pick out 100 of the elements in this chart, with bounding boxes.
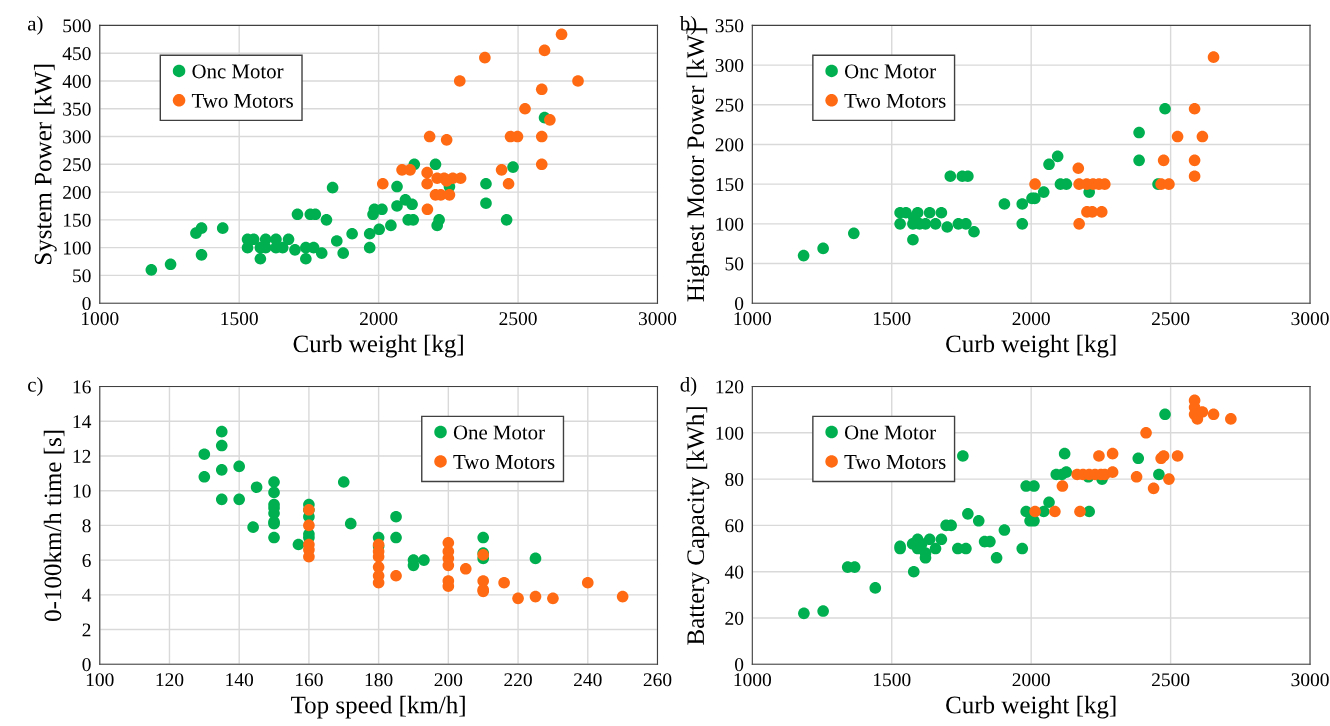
x-tick-label: 2000 <box>1012 673 1050 687</box>
x-axis-title: Curb weight [kg] <box>293 334 463 358</box>
legend-label: One Motor <box>453 425 545 440</box>
point <box>326 181 339 194</box>
point <box>1163 473 1175 485</box>
point <box>337 476 350 488</box>
point <box>363 241 376 254</box>
point <box>164 258 177 271</box>
y-tick-label: 100 <box>63 241 91 255</box>
point <box>1093 450 1105 462</box>
y-tick-label: 10 <box>73 484 91 498</box>
point <box>268 531 280 544</box>
chart-title: c) <box>28 377 43 396</box>
point <box>535 130 548 143</box>
point <box>1188 154 1201 167</box>
point <box>390 531 402 544</box>
x-axis-title: Curb weight [kg] <box>946 334 1116 358</box>
legend-label: One Motor <box>844 425 936 440</box>
point <box>479 51 491 64</box>
x-tick-label: 2500 <box>1152 673 1190 687</box>
point <box>1153 468 1165 481</box>
point <box>198 470 211 483</box>
point <box>282 233 295 246</box>
point <box>935 533 948 546</box>
point <box>500 214 513 226</box>
y-tick-label: 40 <box>724 565 744 579</box>
x-tick-label: 260 <box>643 673 672 687</box>
point <box>944 170 957 183</box>
point <box>923 533 936 546</box>
point <box>1016 198 1029 210</box>
point <box>547 592 559 605</box>
point <box>1029 505 1041 518</box>
point <box>1049 505 1061 518</box>
point <box>581 576 594 589</box>
legend-label: Two Motors <box>453 455 555 469</box>
x-tick-label: 1000 <box>82 312 119 326</box>
y-tick-label: 0 <box>82 658 91 672</box>
legend-label: Onc Motor <box>844 64 936 79</box>
y-tick-label: 120 <box>716 380 744 394</box>
point <box>1051 150 1064 163</box>
y-tick-label: 500 <box>63 19 91 33</box>
point <box>300 252 312 265</box>
point <box>216 222 229 234</box>
y-tick-label: 60 <box>725 519 744 533</box>
point <box>453 75 466 87</box>
point <box>433 214 445 226</box>
y-tick-label: 250 <box>715 98 744 112</box>
point <box>817 605 829 617</box>
point <box>421 177 433 190</box>
point <box>1207 51 1220 63</box>
point <box>406 198 418 211</box>
point <box>391 200 403 212</box>
point <box>233 460 245 473</box>
point <box>1029 178 1041 190</box>
point <box>535 83 548 96</box>
point <box>907 233 919 246</box>
x-tick-label: 2500 <box>499 312 537 326</box>
point <box>1147 482 1160 495</box>
x-tick-label: 3000 <box>1291 312 1329 326</box>
point <box>798 607 810 620</box>
point <box>998 524 1011 536</box>
point <box>1043 496 1055 509</box>
y-tick-label: 200 <box>63 185 91 200</box>
point <box>990 552 1003 564</box>
x-tick-label: 240 <box>574 673 602 687</box>
point <box>292 538 305 551</box>
point <box>817 242 829 255</box>
point <box>330 235 343 247</box>
point <box>145 264 158 276</box>
point <box>498 576 510 589</box>
x-tick-label: 120 <box>156 673 184 687</box>
point <box>391 180 403 193</box>
point <box>1072 162 1085 175</box>
point <box>459 563 472 575</box>
point <box>507 161 519 173</box>
y-tick-label: 0 <box>734 297 744 311</box>
point <box>480 177 492 190</box>
point <box>935 206 948 219</box>
point <box>198 448 211 461</box>
y-axis-title: 0-100km/h time [s] <box>43 430 65 621</box>
point <box>941 221 954 233</box>
point <box>968 225 980 238</box>
point <box>797 249 810 262</box>
y-tick-label: 4 <box>82 588 92 602</box>
point <box>268 476 280 488</box>
point <box>894 218 906 230</box>
y-tick-label: 300 <box>715 58 744 73</box>
x-tick-label: 1500 <box>874 312 911 326</box>
y-tick-label: 0 <box>734 658 744 672</box>
x-tick-label: 160 <box>296 673 323 687</box>
x-tick-label: 1000 <box>734 312 772 326</box>
y-tick-label: 12 <box>73 449 91 463</box>
point <box>529 590 542 603</box>
point <box>215 464 228 476</box>
y-tick-label: 250 <box>63 158 91 172</box>
point <box>1157 154 1170 167</box>
point <box>1159 102 1171 115</box>
point <box>1133 126 1145 139</box>
point <box>1171 450 1184 462</box>
y-tick-label: 150 <box>716 177 744 192</box>
